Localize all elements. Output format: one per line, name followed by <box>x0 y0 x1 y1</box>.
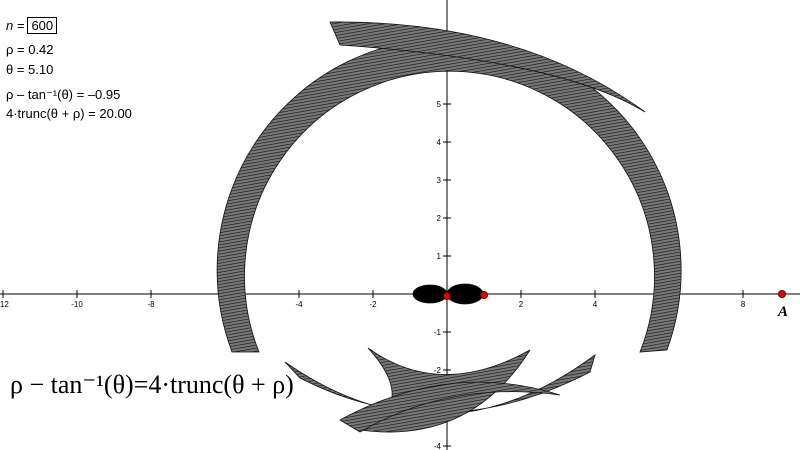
x-tick-label: -12 <box>0 300 9 309</box>
y-tick-label: -1 <box>434 328 442 337</box>
x-tick-label: 2 <box>519 300 524 309</box>
lobe <box>412 284 448 304</box>
y-tick-label: 1 <box>437 252 442 261</box>
y-tick-label: -2 <box>434 366 442 375</box>
curve <box>216 21 682 433</box>
x-tick-label: 8 <box>741 300 746 309</box>
y-tick-label: -4 <box>434 442 442 450</box>
lobe <box>446 283 484 305</box>
x-tick-label: -2 <box>369 300 377 309</box>
x-tick-label: -8 <box>147 300 155 309</box>
point-label: A <box>777 304 788 320</box>
y-tick-label: 4 <box>437 138 442 147</box>
top-band <box>329 21 646 113</box>
point[interactable] <box>443 292 451 300</box>
measurement[interactable]: ρ – tan⁻¹(θ) = –0.95 <box>6 87 121 102</box>
measurement[interactable]: ρ = 0.42 <box>6 42 54 57</box>
measurement[interactable]: θ = 5.10 <box>6 62 54 77</box>
x-tick-label: 4 <box>593 300 598 309</box>
n-value[interactable]: 600 <box>27 17 58 34</box>
equation: ρ − tan⁻¹(θ)=4·trunc(θ + ρ) <box>10 370 294 399</box>
x-tick-label: -4 <box>295 300 303 309</box>
lower-band <box>339 381 561 433</box>
y-tick-label: 2 <box>437 214 442 223</box>
outer-band <box>216 37 682 353</box>
y-tick-label: 3 <box>437 176 442 185</box>
point-a[interactable] <box>778 290 786 298</box>
measurement[interactable]: 4·trunc(θ + ρ) = 20.00 <box>6 106 132 121</box>
point[interactable] <box>480 291 488 299</box>
n-label: n = <box>6 18 25 33</box>
x-tick-label: -10 <box>71 300 83 309</box>
y-tick-label: 5 <box>437 100 442 109</box>
parameter-n[interactable]: n = 600 <box>6 17 58 34</box>
